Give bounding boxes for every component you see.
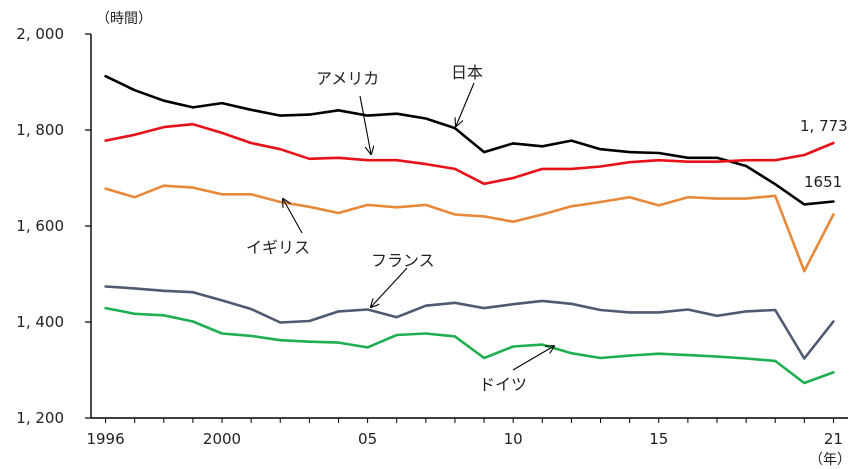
arrow-uk xyxy=(283,199,303,234)
series-line-0 xyxy=(104,74,835,206)
label-germany: ドイツ xyxy=(479,375,527,394)
y-tick-label: 1, 200 xyxy=(16,409,64,427)
series-line-3 xyxy=(104,285,835,360)
value-label-japan: 1651 xyxy=(804,173,842,191)
x-tick-label: 21 xyxy=(824,430,843,448)
label-japan: 日本 xyxy=(451,63,483,82)
series-lines xyxy=(104,74,835,385)
x-unit-label: （年） xyxy=(809,452,851,468)
series-line-2 xyxy=(104,184,835,273)
x-tick-label: 10 xyxy=(504,430,523,448)
series-line-1 xyxy=(104,122,835,186)
axes xyxy=(90,34,848,419)
label-france: フランス xyxy=(371,251,435,270)
y-tick-label: 2, 000 xyxy=(16,25,64,43)
x-tick-label: 2000 xyxy=(203,430,241,448)
label-america: アメリカ xyxy=(316,69,379,88)
y-tick-label: 1, 800 xyxy=(16,121,64,139)
series-annotations: アメリカ 日本 イギリス フランス ドイツ 1, 773 1651 xyxy=(246,63,848,394)
y-tick-label: 1, 600 xyxy=(16,217,64,235)
x-ticks: 1996 2000 05 10 15 21 xyxy=(86,418,843,448)
y-tick-label: 1, 400 xyxy=(16,313,64,331)
arrow-france xyxy=(371,267,408,307)
y-ticks: 1, 200 1, 400 1, 600 1, 800 2, 000 xyxy=(16,25,91,427)
y-unit-label: （時間） xyxy=(96,11,152,27)
x-tick-label: 15 xyxy=(649,430,668,448)
value-label-america: 1, 773 xyxy=(800,117,848,135)
x-tick-label: 05 xyxy=(358,430,377,448)
arrow-america xyxy=(359,95,371,154)
x-tick-label: 1996 xyxy=(86,430,124,448)
arrow-japan xyxy=(456,82,475,126)
series-line-4 xyxy=(104,306,835,385)
arrow-germany xyxy=(512,346,554,371)
label-uk: イギリス xyxy=(246,238,310,257)
